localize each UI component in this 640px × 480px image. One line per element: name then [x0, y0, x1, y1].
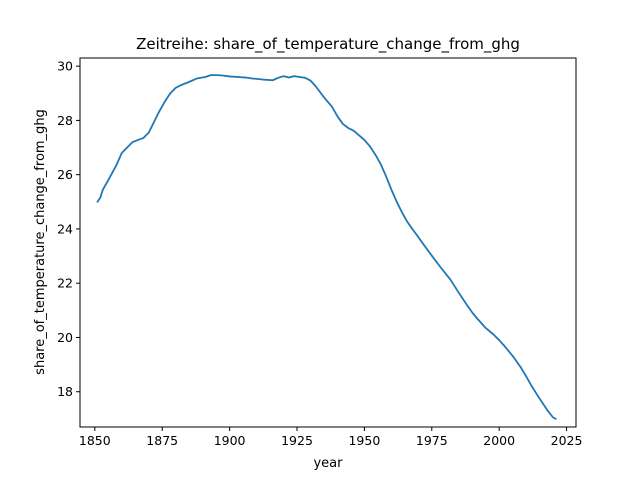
x-tick-label: 1925: [281, 433, 313, 448]
axes-frame: [79, 57, 577, 428]
y-tick-label: 28: [57, 113, 73, 128]
x-tick-label: 1875: [146, 433, 178, 448]
y-tick-label: 18: [57, 384, 73, 399]
y-tick-label: 22: [57, 276, 73, 291]
y-tick-label: 26: [57, 167, 73, 182]
x-tick-label: 1975: [416, 433, 448, 448]
y-tick-label: 20: [57, 330, 73, 345]
chart-title: Zeitreihe: share_of_temperature_change_f…: [136, 35, 520, 54]
y-axis-label: share_of_temperature_change_from_ghg: [33, 109, 48, 375]
x-tick-label: 2025: [551, 433, 583, 448]
y-tick-label: 24: [57, 221, 73, 236]
x-tick-label: 1850: [79, 433, 111, 448]
y-tick-label: 30: [57, 59, 73, 74]
plot-area: [96, 74, 557, 420]
series-line: [96, 74, 557, 420]
x-axis-label: year: [313, 456, 343, 471]
x-tick-label: 1950: [348, 433, 380, 448]
x-tick-label: 1900: [214, 433, 246, 448]
x-tick-label: 2000: [483, 433, 515, 448]
